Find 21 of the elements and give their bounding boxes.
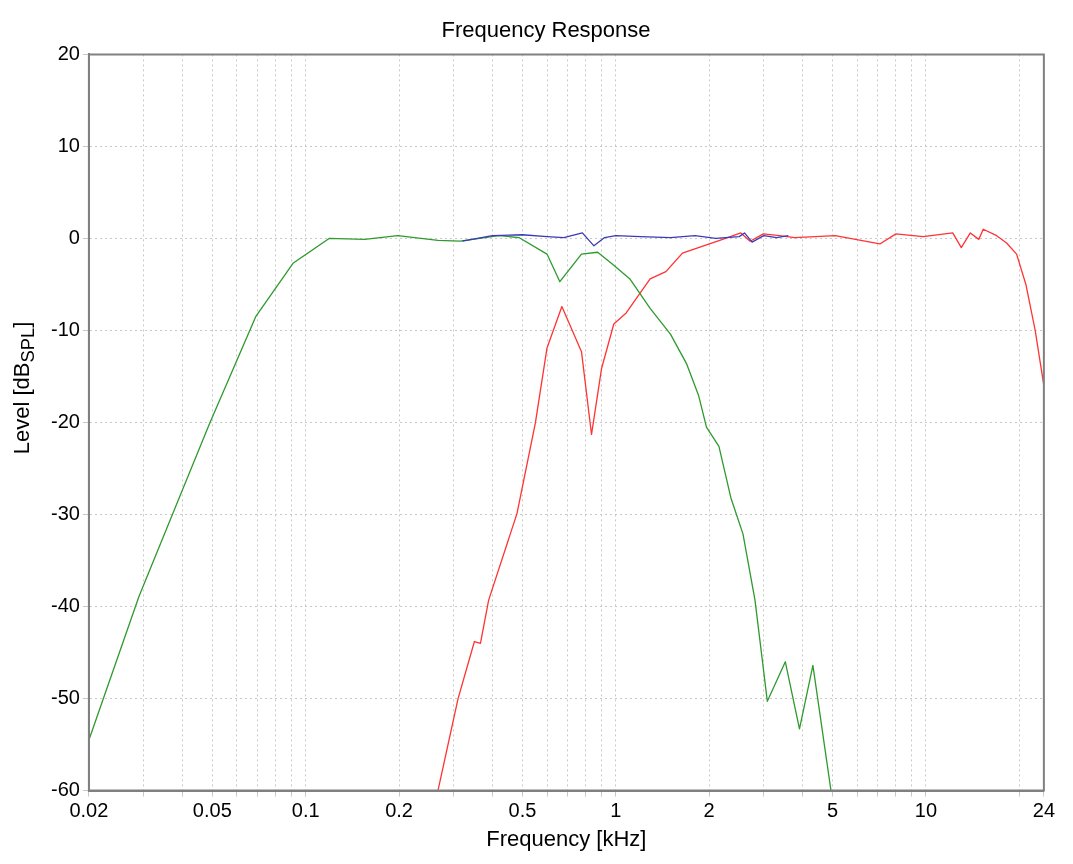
chart-title: Frequency Response bbox=[441, 17, 651, 43]
x-tick-label: 5 bbox=[827, 799, 839, 822]
x-tick-label: 1 bbox=[610, 799, 622, 822]
y-tick-label: -40 bbox=[51, 594, 80, 617]
x-tick-label: 10 bbox=[914, 799, 938, 822]
y-tick-label: -60 bbox=[51, 778, 80, 801]
x-tick-label: 0.2 bbox=[385, 799, 413, 822]
x-tick-label: 2 bbox=[703, 799, 715, 822]
x-tick-label: 24 bbox=[1032, 799, 1055, 822]
x-tick-label: 0.5 bbox=[508, 799, 537, 822]
y-tick-label: -50 bbox=[51, 686, 80, 709]
x-tick-label: 0.1 bbox=[291, 799, 320, 822]
x-axis-title: Frequency [kHz] bbox=[486, 825, 647, 851]
y-tick-label: -30 bbox=[51, 502, 80, 525]
y-tick-label: 10 bbox=[57, 133, 80, 156]
y-tick-label: 0 bbox=[68, 225, 80, 248]
y-tick-label: -20 bbox=[51, 410, 80, 433]
x-tick-label: 0.02 bbox=[69, 799, 109, 822]
y-tick-label: 20 bbox=[57, 41, 80, 64]
y-tick-label: -10 bbox=[51, 317, 80, 340]
x-tick-label: 0.05 bbox=[192, 799, 232, 822]
